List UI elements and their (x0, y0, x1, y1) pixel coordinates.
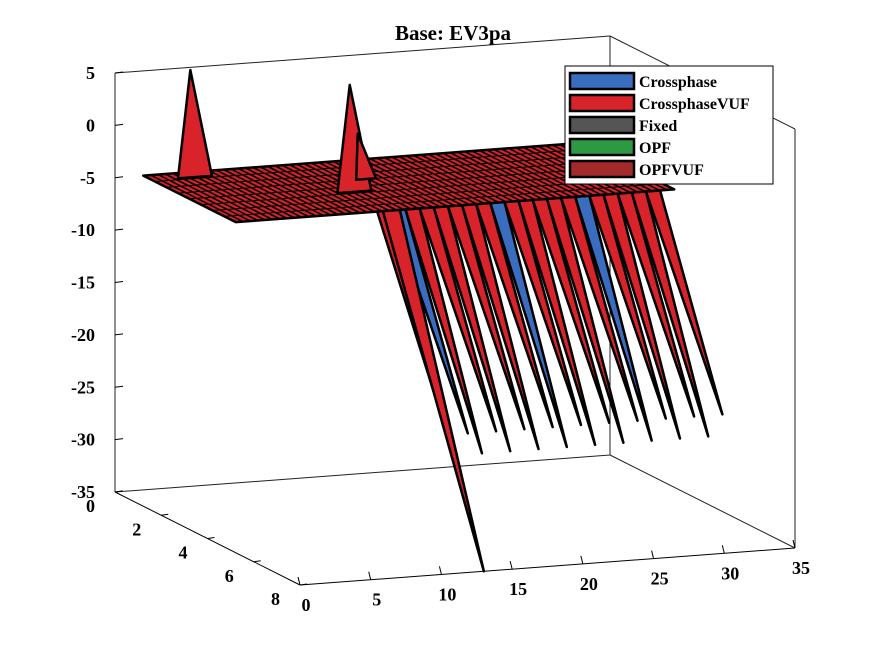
y-tick-label: 0 (86, 496, 95, 516)
z-tick-label: -10 (71, 220, 95, 240)
z-tick-label: 5 (86, 63, 95, 83)
z-tick-mark (114, 71, 124, 74)
y-tick-mark (114, 490, 123, 493)
surface-peak (176, 68, 214, 180)
z-tick-mark (114, 385, 124, 388)
x-tick-label: 5 (372, 590, 381, 610)
surface-peak (354, 132, 378, 182)
legend-swatch (568, 71, 636, 91)
legend-label: Fixed (639, 118, 677, 135)
z-tick-label: 0 (86, 115, 95, 135)
z-tick-mark (114, 333, 124, 336)
legend-swatch (568, 137, 636, 157)
mesh-line (235, 188, 675, 223)
x-tick-mark (580, 555, 584, 564)
axis-line (299, 547, 796, 586)
y-tick-label: 4 (179, 543, 188, 563)
mesh-line (177, 159, 617, 194)
mesh-line (189, 165, 629, 200)
z-tick-label: -30 (71, 430, 95, 450)
y-tick-mark (253, 560, 261, 563)
x-tick-label: 0 (302, 595, 311, 615)
box-edge (114, 454, 611, 493)
box-edge (114, 35, 611, 74)
legend-swatch (568, 159, 636, 179)
x-tick-mark (721, 545, 725, 554)
legend: Crossphase CrossphaseVUF Fixed OPF OPFVUF (564, 65, 774, 185)
y-tick-mark (161, 513, 169, 516)
z-tick-label: -15 (71, 273, 95, 293)
x-tick-mark (438, 566, 442, 575)
legend-label: OPFVUF (639, 162, 704, 179)
surface-plot (142, 68, 724, 573)
z-tick-label: -35 (71, 482, 95, 502)
legend-swatch (568, 93, 636, 113)
x-tick-mark (297, 576, 301, 586)
x-tick-label: 30 (721, 563, 739, 583)
legend-swatch (568, 115, 636, 135)
y-tick-label: 8 (271, 589, 280, 609)
z-tick-mark (114, 123, 124, 126)
x-tick-mark (651, 550, 655, 559)
z-tick-mark (114, 438, 124, 441)
y-tick-mark (207, 537, 215, 539)
legend-label: CrossphaseVUF (639, 96, 750, 113)
x-tick-mark (368, 571, 372, 580)
chart-title: Base: EV3pa (395, 21, 512, 45)
x-tick-label: 20 (580, 574, 598, 594)
mesh-line (154, 148, 594, 182)
z-tick-mark (114, 176, 124, 179)
z-tick-label: -25 (71, 377, 95, 397)
mesh-line (166, 153, 605, 188)
x-tick-mark (792, 539, 796, 549)
box-edge (609, 454, 796, 549)
y-tick-label: 2 (132, 519, 141, 539)
z-tick-mark (114, 228, 124, 231)
y-tick-mark (299, 583, 308, 586)
x-tick-label: 15 (509, 579, 527, 599)
x-tick-label: 10 (438, 584, 456, 604)
z-tick-label: -5 (80, 168, 95, 188)
mesh-line (224, 183, 663, 217)
legend-label: Crossphase (639, 74, 717, 91)
y-tick-label: 6 (225, 566, 234, 586)
x-tick-mark (509, 561, 513, 570)
z-tick-mark (114, 281, 124, 283)
z-tick-label: -20 (71, 325, 95, 345)
x-tick-label: 35 (792, 558, 810, 578)
x-tick-label: 25 (651, 569, 669, 589)
legend-label: OPF (639, 140, 671, 157)
